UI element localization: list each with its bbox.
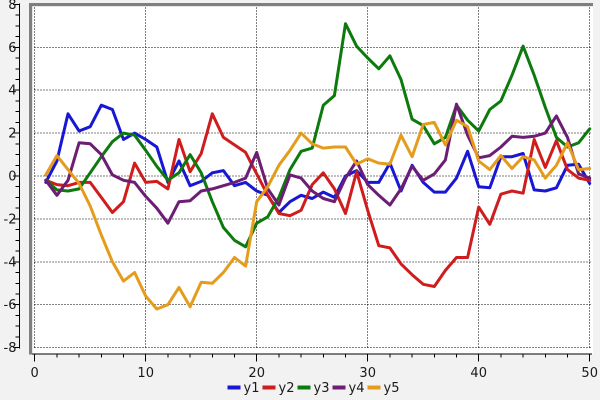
legend-label-y4: y4 [349, 381, 365, 396]
legend-label-y1: y1 [244, 381, 260, 396]
series-group [44, 22, 592, 311]
plot-area [32, 6, 593, 354]
legend-item-y5: y5 [367, 381, 400, 396]
legend-item-y3: y3 [297, 381, 330, 396]
x-tick-label: 30 [359, 366, 376, 381]
top-spine [29, 3, 593, 7]
series-y3 [44, 22, 592, 249]
x-tick-label: 0 [31, 366, 39, 381]
y-tick-label: -6 [4, 298, 17, 313]
series-y5 [44, 118, 592, 311]
y-tick-labels: 8 6 4 2 0 -2 -4 -6 -8 [4, 0, 17, 356]
legend-item-y4: y4 [332, 381, 365, 396]
left-spine [29, 3, 33, 355]
y-tick-label: 6 [8, 41, 16, 56]
x-axis [32, 353, 592, 362]
y-tick-label: -4 [4, 255, 17, 270]
y-tick-label: 0 [8, 170, 16, 185]
series-y4 [44, 102, 592, 225]
y-axis [13, 3, 20, 349]
legend-item-y1: y1 [227, 381, 260, 396]
x-tick-label: 20 [248, 366, 265, 381]
series-y2 [44, 112, 592, 288]
x-tick-labels: 0 10 20 30 40 50 [31, 366, 598, 381]
y-tick-label: 2 [8, 127, 16, 142]
y-tick-label: 8 [8, 0, 16, 13]
legend-label-y2: y2 [279, 381, 295, 396]
x-tick-label: 40 [470, 366, 487, 381]
x-tick-label: 50 [581, 366, 598, 381]
legend-item-y2: y2 [262, 381, 295, 396]
legend-label-y3: y3 [314, 381, 330, 396]
y-tick-label: -2 [4, 212, 17, 227]
y-tick-label: 4 [8, 84, 16, 99]
legend-label-y5: y5 [384, 381, 400, 396]
x-tick-label: 10 [137, 366, 154, 381]
y-tick-label: -8 [4, 341, 17, 356]
legend: y1 y2 y3 y4 y5 [227, 381, 400, 396]
